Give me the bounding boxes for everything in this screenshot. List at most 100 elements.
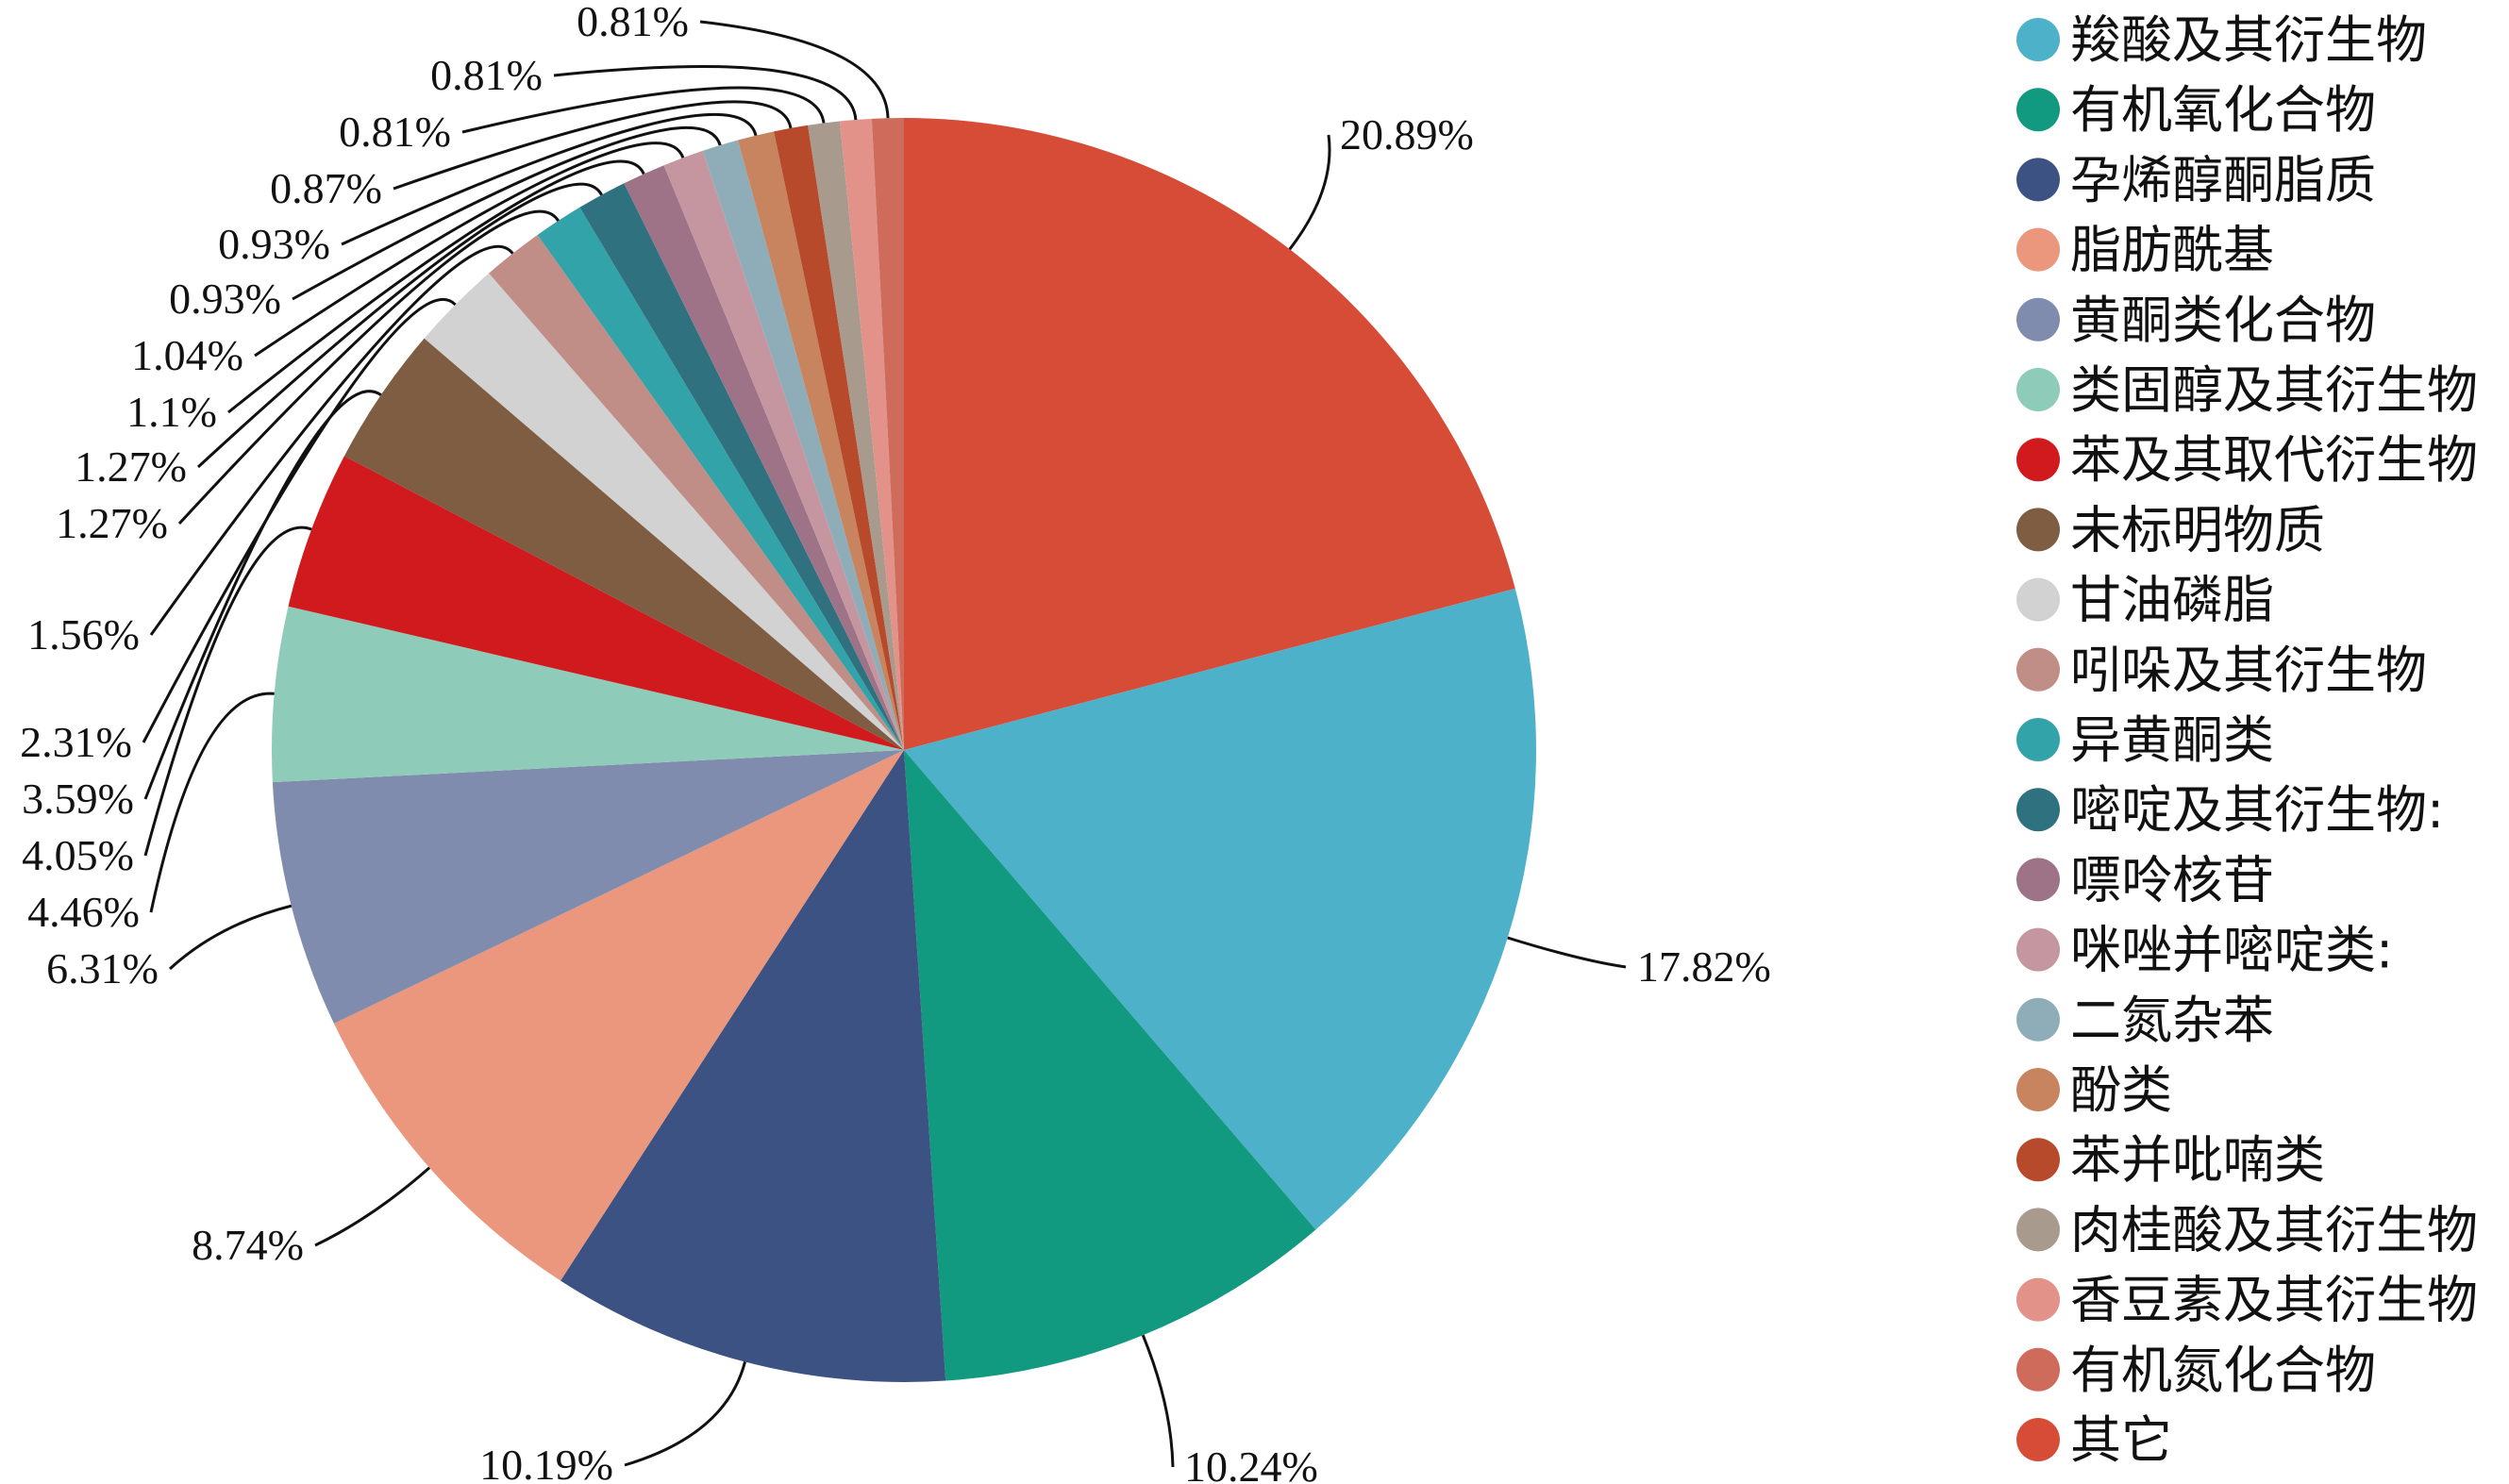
pie-slice-3 [560,750,946,1382]
legend-marker [2016,788,2060,832]
data-labels: 20.89% 17.82% 10.24% 10.19% 8.74% 6.31% 4.46% 4… [20,0,1771,1484]
legend-label: 其它 [2070,1410,2172,1470]
legend-marker [2016,1418,2060,1461]
leader-line-13 [227,159,645,414]
legend-label: 类固醇及其衍生物 [2070,360,2478,420]
legend-marker [2016,368,2060,411]
legend-marker [2016,1138,2060,1182]
leader-line-9 [142,298,457,743]
legend-marker [2016,1277,2060,1322]
legend-item: 异黄酮类 [2016,710,2274,770]
legend-label: 未标明物质 [2070,500,2325,559]
pie-slice-11 [537,207,904,750]
legend-item: 咪唑并嘧啶类: [2016,921,2393,980]
legend-marker [2016,858,2060,902]
legend-label: 脂肪酰基 [2070,221,2274,280]
legend-label: 酚类 [2070,1060,2172,1120]
pie-slice-20 [871,118,904,750]
leader-line-1 [1507,936,1627,969]
leader-line-3 [624,1361,746,1467]
legend-item: 肉桂酸及其衍生物 [2016,1200,2478,1259]
data-label-2: 10.24% [1184,1442,1318,1484]
data-label-6: 4.46% [27,888,140,936]
pie-slice-13 [624,165,904,750]
leader-line-4 [314,1166,431,1247]
legend-item: 嘧啶及其衍生物: [2016,780,2444,840]
pie-slice-5 [272,750,904,1024]
legend-label: 嘌呤核苷 [2070,850,2274,909]
legend-item: 类固醇及其衍生物 [2016,360,2478,420]
data-label-13: 1.1% [126,388,217,436]
pie-slice-6 [272,606,905,783]
legend-label: 二氮杂苯 [2070,991,2274,1050]
legend-marker [2016,227,2060,272]
legend: 羧酸及其衍生物有机氧化合物孕烯醇酮脂质脂肪酰基黄酮类化合物类固醇及其衍生物苯及其… [2016,10,2478,1470]
legend-item: 有机氮化合物 [2016,1341,2376,1400]
legend-label: 嘧啶及其衍生物: [2070,780,2444,840]
data-label-15: 0.93% [169,275,281,323]
leader-line-11 [177,209,560,525]
pie-slice-16 [738,131,904,751]
legend-item: 吲哚及其衍生物 [2016,641,2427,700]
legend-label: 有机氮化合物 [2070,1341,2376,1400]
legend-item: 酚类 [2016,1060,2172,1120]
legend-label: 异黄酮类 [2070,710,2274,770]
leader-line-8 [143,390,382,800]
legend-item: 有机氧化合物 [2016,80,2376,140]
leader-line-15 [292,125,722,301]
data-label-8: 3.59% [22,775,134,823]
legend-item: 未标明物质 [2016,500,2325,559]
leader-line-18 [461,86,826,134]
leader-line-5 [168,904,293,971]
legend-item: 嘌呤核苷 [2016,850,2274,909]
legend-item: 黄酮类化合物 [2016,291,2376,350]
data-label-1: 17.82% [1637,942,1771,991]
data-label-7: 4.05% [22,831,134,879]
legend-marker [2016,438,2060,482]
legend-item: 甘油磷脂 [2016,571,2274,630]
pie-slice-1 [904,588,1536,1230]
legend-item: 二氮杂苯 [2016,991,2274,1050]
leader-line-12 [196,182,603,469]
legend-item: 香豆素及其衍生物 [2016,1271,2478,1330]
legend-label: 吲哚及其衍生物 [2070,641,2427,700]
legend-marker [2016,997,2060,1042]
data-label-0: 20.89% [1340,110,1474,158]
legend-marker [2016,158,2060,202]
data-label-12: 1.27% [75,442,187,491]
legend-label: 咪唑并嘧啶类: [2070,921,2393,980]
legend-marker [2016,508,2060,552]
legend-marker [2016,297,2060,342]
leader-line-17 [393,100,793,191]
pie-slice-10 [489,235,904,750]
legend-marker [2016,927,2060,972]
data-label-10: 1.56% [27,610,140,659]
pie-slice-2 [904,750,1316,1381]
legend-marker [2016,718,2060,761]
legend-item: 其它 [2016,1410,2172,1470]
pie-slice-0 [904,118,1515,750]
pie-slice-17 [774,125,904,751]
legend-label: 肉桂酸及其衍生物 [2070,1200,2478,1259]
pie-slice-19 [839,118,904,751]
data-label-14: 1.04% [131,331,243,379]
leader-line-10 [149,244,514,636]
pie-slice-9 [424,273,904,750]
legend-label: 苯及其取代衍生物 [2070,430,2478,490]
legend-marker [2016,88,2060,132]
legend-label: 甘油磷脂 [2070,571,2274,630]
legend-label: 羧酸及其衍生物 [2070,10,2427,70]
data-label-4: 8.74% [192,1221,304,1269]
data-label-19: 0.81% [430,51,543,99]
data-label-11: 1.27% [56,499,168,547]
legend-label: 黄酮类化合物 [2070,291,2376,350]
legend-marker [2016,1208,2060,1252]
legend-marker [2016,1068,2060,1111]
legend-label: 香豆素及其衍生物 [2070,1271,2478,1330]
legend-item: 脂肪酰基 [2016,221,2274,280]
data-label-5: 6.31% [46,944,159,992]
leader-line-14 [254,142,685,358]
label-leaders [142,20,1627,1468]
data-label-18: 0.81% [339,108,451,156]
data-label-3: 10.19% [479,1441,613,1484]
